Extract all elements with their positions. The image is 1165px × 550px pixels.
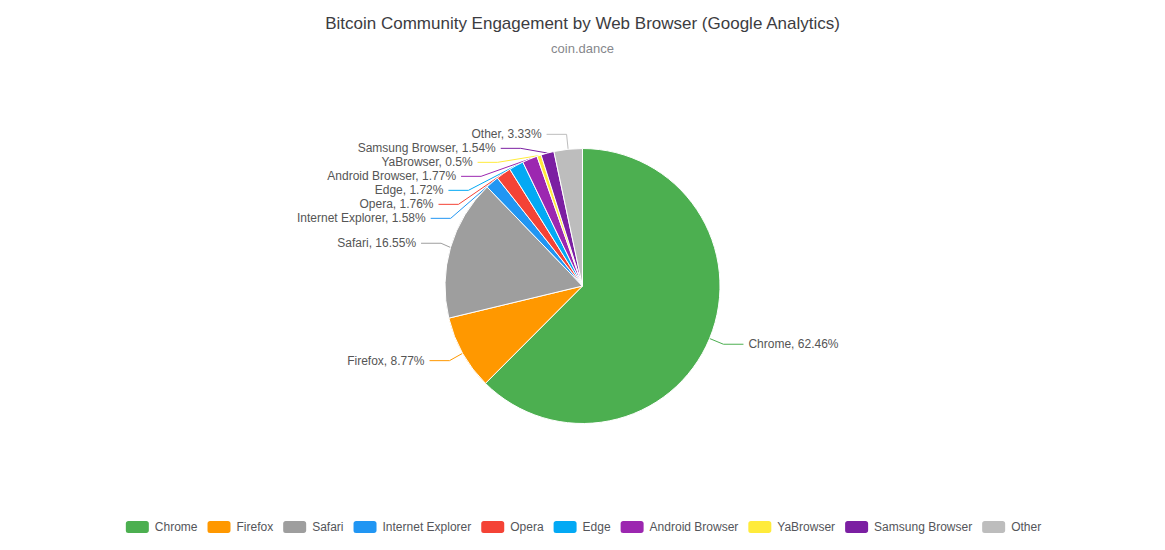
svg-text:YaBrowser: YaBrowser [777,520,835,534]
svg-text:Edge: Edge [583,520,611,534]
svg-text:Android Browser, 1.77%: Android Browser, 1.77% [327,169,456,183]
svg-text:Samsung Browser, 1.54%: Samsung Browser, 1.54% [358,141,496,155]
svg-text:Chrome, 62.46%: Chrome, 62.46% [748,337,838,351]
svg-text:Safari: Safari [312,520,343,534]
svg-text:Internet Explorer: Internet Explorer [383,520,472,534]
svg-text:Safari, 16.55%: Safari, 16.55% [337,236,416,250]
svg-text:Opera: Opera [510,520,544,534]
svg-text:Opera, 1.76%: Opera, 1.76% [359,197,433,211]
svg-text:Samsung Browser: Samsung Browser [874,520,972,534]
svg-text:Other: Other [1011,520,1041,534]
svg-text:Firefox, 8.77%: Firefox, 8.77% [347,354,425,368]
svg-text:Other, 3.33%: Other, 3.33% [472,127,542,141]
svg-text:Edge, 1.72%: Edge, 1.72% [375,183,444,197]
svg-text:coin.dance: coin.dance [551,41,614,56]
svg-text:YaBrowser, 0.5%: YaBrowser, 0.5% [381,155,472,169]
svg-text:Chrome: Chrome [155,520,198,534]
svg-text:Internet Explorer, 1.58%: Internet Explorer, 1.58% [297,211,426,225]
svg-text:Android Browser: Android Browser [650,520,739,534]
svg-text:Firefox: Firefox [237,520,274,534]
svg-text:Bitcoin Community Engagement b: Bitcoin Community Engagement by Web Brow… [325,14,840,33]
